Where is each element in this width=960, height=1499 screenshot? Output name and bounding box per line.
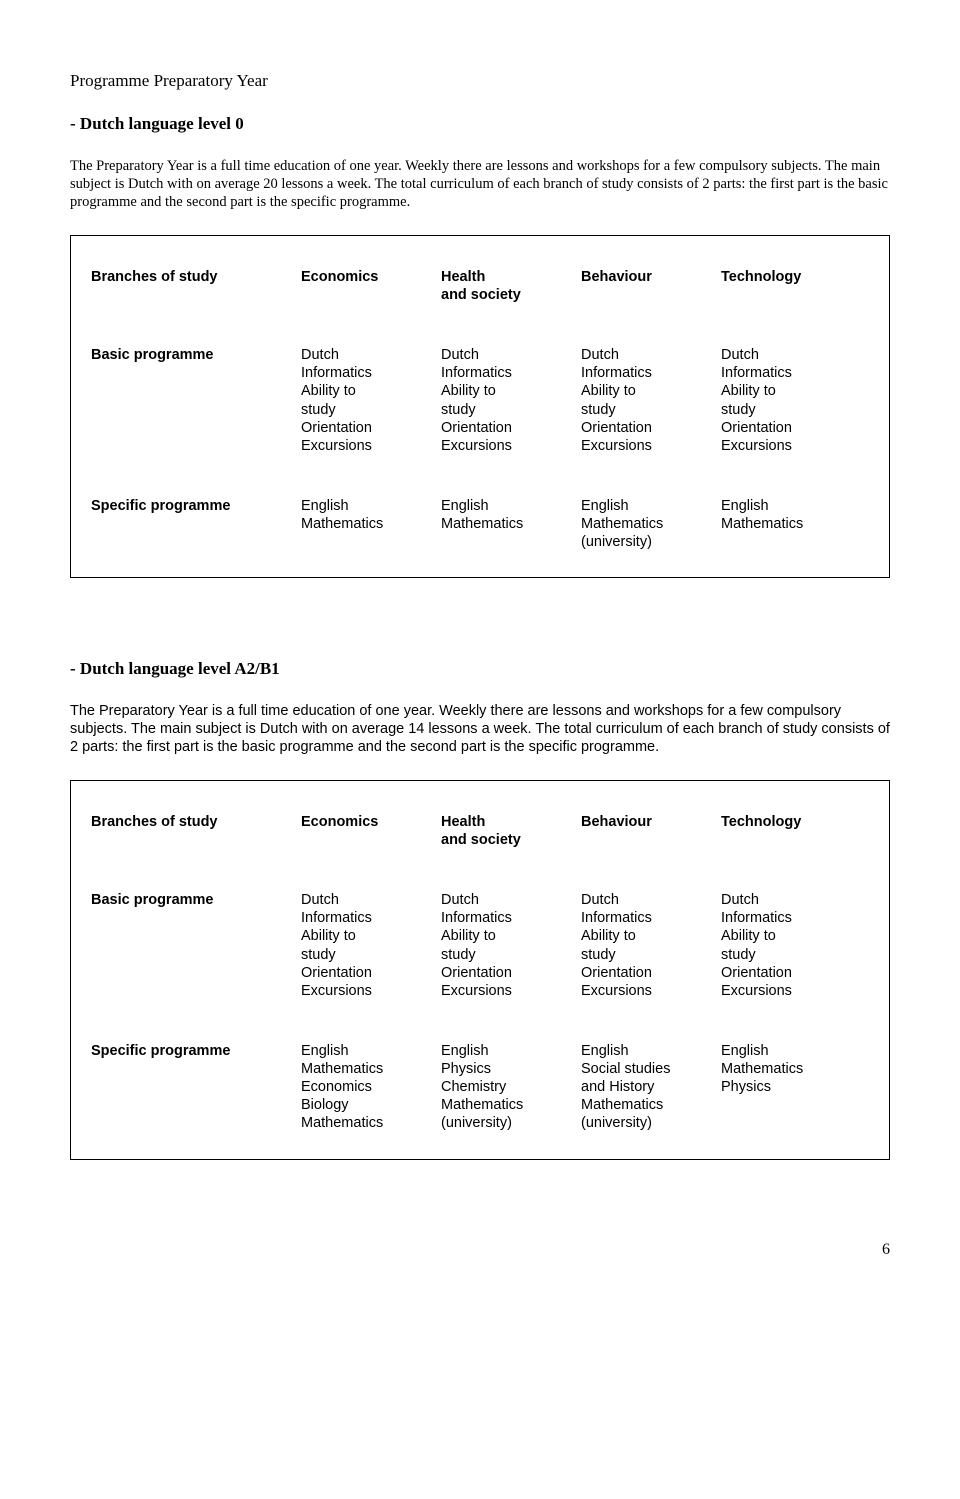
row-label: Specific programme [91, 1042, 301, 1133]
table-cell: EnglishMathematics(university) [581, 497, 721, 551]
table-cell: EnglishMathematics [721, 497, 861, 551]
row-label: Specific programme [91, 497, 301, 551]
table-cell: DutchInformaticsAbility tostudyOrientati… [721, 346, 861, 455]
column-header: Technology [721, 268, 861, 304]
table-cell: EnglishMathematics [301, 497, 441, 551]
table-cell: DutchInformaticsAbility tostudyOrientati… [301, 346, 441, 455]
table-cell: EnglishMathematicsPhysics [721, 1042, 861, 1133]
column-header: Healthand society [441, 813, 581, 849]
table-cell: DutchInformaticsAbility tostudyOrientati… [441, 891, 581, 1000]
row-label: Branches of study [91, 813, 301, 849]
column-header: Healthand society [441, 268, 581, 304]
section-heading: - Dutch language level A2/B1 [70, 658, 890, 679]
row-label: Basic programme [91, 891, 301, 1000]
table-cell: EnglishMathematics [441, 497, 581, 551]
section-paragraph: The Preparatory Year is a full time educ… [70, 157, 890, 211]
table-cell: DutchInformaticsAbility tostudyOrientati… [441, 346, 581, 455]
column-header: Economics [301, 268, 441, 304]
column-header: Behaviour [581, 813, 721, 849]
column-header: Technology [721, 813, 861, 849]
study-table: Branches of studyEconomicsHealthand soci… [70, 780, 890, 1160]
table-cell: EnglishSocial studiesand HistoryMathemat… [581, 1042, 721, 1133]
table-cell: DutchInformaticsAbility tostudyOrientati… [301, 891, 441, 1000]
row-label: Branches of study [91, 268, 301, 304]
table-cell: DutchInformaticsAbility tostudyOrientati… [581, 891, 721, 1000]
section-heading: - Dutch language level 0 [70, 113, 890, 134]
table-cell: EnglishPhysicsChemistryMathematics(unive… [441, 1042, 581, 1133]
study-table: Branches of studyEconomicsHealthand soci… [70, 235, 890, 578]
row-label: Basic programme [91, 346, 301, 455]
page-number: 6 [70, 1240, 890, 1260]
column-header: Behaviour [581, 268, 721, 304]
table-cell: DutchInformaticsAbility tostudyOrientati… [721, 891, 861, 1000]
table-cell: EnglishMathematicsEconomicsBiologyMathem… [301, 1042, 441, 1133]
section-paragraph: The Preparatory Year is a full time educ… [70, 702, 890, 756]
page-title: Programme Preparatory Year [70, 70, 890, 91]
column-header: Economics [301, 813, 441, 849]
table-cell: DutchInformaticsAbility tostudyOrientati… [581, 346, 721, 455]
